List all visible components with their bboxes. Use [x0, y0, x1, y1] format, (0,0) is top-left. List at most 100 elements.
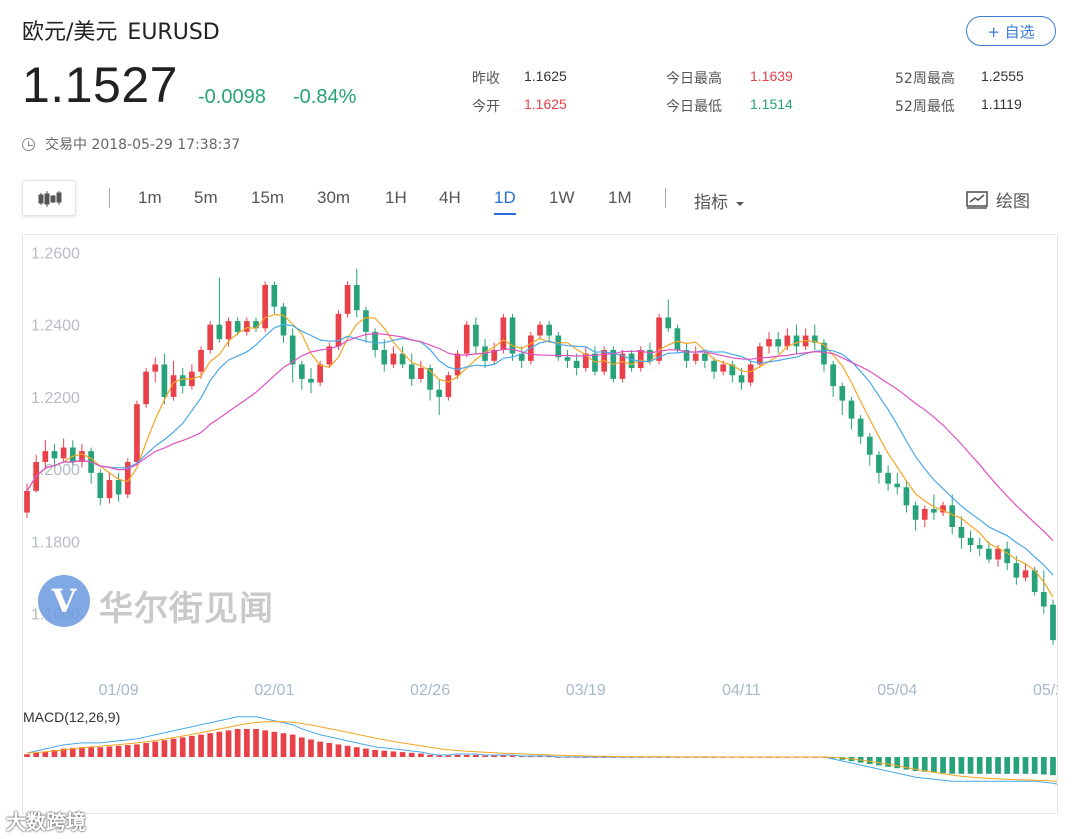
- candle: [619, 353, 626, 379]
- macd-bar: [134, 744, 140, 757]
- period-30m[interactable]: 30m: [317, 188, 351, 207]
- candlestick-icon: [38, 191, 62, 207]
- candle: [280, 306, 287, 336]
- macd-bar: [518, 756, 525, 758]
- macd-bar: [170, 738, 177, 757]
- candle: [811, 335, 818, 343]
- price-change: -0.0098: [198, 86, 266, 108]
- chart-type-button[interactable]: [22, 180, 76, 216]
- candle: [757, 346, 763, 365]
- macd-bar: [372, 750, 378, 757]
- period-1m[interactable]: 1m: [138, 188, 162, 207]
- trading-status-text: 交易中 2018-05-29 17:38:37: [45, 137, 241, 153]
- macd-bar: [491, 755, 498, 757]
- candle: [317, 364, 323, 383]
- period-1mo[interactable]: 1M: [608, 188, 632, 207]
- candle: [308, 378, 314, 383]
- macd-bar: [124, 745, 131, 757]
- macd-label: MACD(12,26,9): [23, 709, 121, 725]
- candle: [491, 349, 498, 361]
- candle: [463, 324, 470, 354]
- period-15m[interactable]: 15m: [251, 188, 285, 207]
- candle: [170, 375, 177, 397]
- stat-day-low-label: 今日最低: [666, 99, 722, 115]
- macd-bar: [24, 754, 30, 757]
- macd-bar: [88, 747, 94, 757]
- candle: [253, 321, 259, 329]
- candle: [793, 335, 800, 347]
- candle: [60, 447, 67, 459]
- macd-bar: [885, 757, 891, 767]
- stat-52w-high-label: 52周最高: [895, 71, 955, 87]
- stat-prev-close-value: 1.1625: [524, 68, 567, 84]
- period-5m[interactable]: 5m: [194, 188, 218, 207]
- macd-bar: [42, 751, 49, 757]
- macd-bar: [967, 757, 974, 774]
- period-1h[interactable]: 1H: [385, 188, 407, 207]
- candle: [51, 451, 58, 459]
- candle: [821, 342, 827, 365]
- candle: [335, 313, 342, 347]
- candle: [24, 490, 30, 513]
- ma5-line: [26, 313, 1054, 598]
- candle: [198, 349, 204, 372]
- candle: [857, 418, 864, 437]
- candle: [1004, 548, 1011, 564]
- clock-icon: [22, 137, 35, 151]
- period-1w[interactable]: 1W: [549, 188, 575, 207]
- period-1d[interactable]: 1D: [494, 188, 516, 215]
- macd-bar: [418, 753, 424, 757]
- draw-button[interactable]: 绘图: [966, 187, 1030, 212]
- candle: [69, 447, 76, 462]
- candle: [143, 371, 149, 405]
- candle: [408, 364, 415, 379]
- candle: [353, 284, 360, 311]
- x-tick-label: 04/11: [722, 682, 761, 699]
- ma10-line: [26, 323, 1054, 576]
- macd-bar: [436, 755, 443, 757]
- candle: [564, 357, 571, 361]
- candle: [921, 508, 928, 520]
- macd-bar: [509, 755, 516, 757]
- candle: [839, 386, 846, 401]
- macd-bar: [976, 757, 983, 774]
- period-4h[interactable]: 4H: [439, 188, 461, 207]
- macd-bar: [253, 729, 259, 757]
- candle: [436, 389, 443, 397]
- caret-down-icon: [736, 202, 745, 206]
- candle: [720, 364, 727, 372]
- macd-bar: [894, 757, 901, 769]
- candle: [509, 317, 516, 354]
- macd-bar: [344, 745, 351, 757]
- candle: [124, 461, 131, 495]
- macd-bar: [390, 751, 397, 757]
- macd-bar: [546, 756, 553, 758]
- indicator-label: 指标: [694, 193, 728, 213]
- add-favorite-button[interactable]: + 自选: [966, 16, 1056, 46]
- macd-bar: [198, 734, 204, 757]
- candle: [271, 284, 278, 307]
- macd-bar: [353, 747, 360, 757]
- candle: [747, 364, 754, 383]
- candle: [683, 349, 690, 361]
- indicator-dropdown[interactable]: 指标: [694, 188, 745, 213]
- x-tick-label: 02/01: [254, 682, 294, 699]
- macd-bar: [527, 756, 534, 758]
- candle: [427, 368, 433, 390]
- candle: [958, 527, 965, 538]
- candle: [976, 545, 983, 549]
- candle: [97, 472, 104, 499]
- x-tick-label: 03/19: [566, 682, 606, 699]
- candle: [179, 375, 186, 387]
- macd-bar: [69, 747, 76, 757]
- y-tick-label: 1.2600: [31, 245, 80, 262]
- pair-symbol: EURUSD: [127, 20, 220, 45]
- candle: [1050, 604, 1056, 641]
- candle: [692, 353, 699, 361]
- moving-averages: [26, 313, 1054, 598]
- macd-bar: [1031, 757, 1038, 774]
- macd-bar: [986, 757, 992, 774]
- stat-52w-low-label: 52周最低: [895, 99, 955, 115]
